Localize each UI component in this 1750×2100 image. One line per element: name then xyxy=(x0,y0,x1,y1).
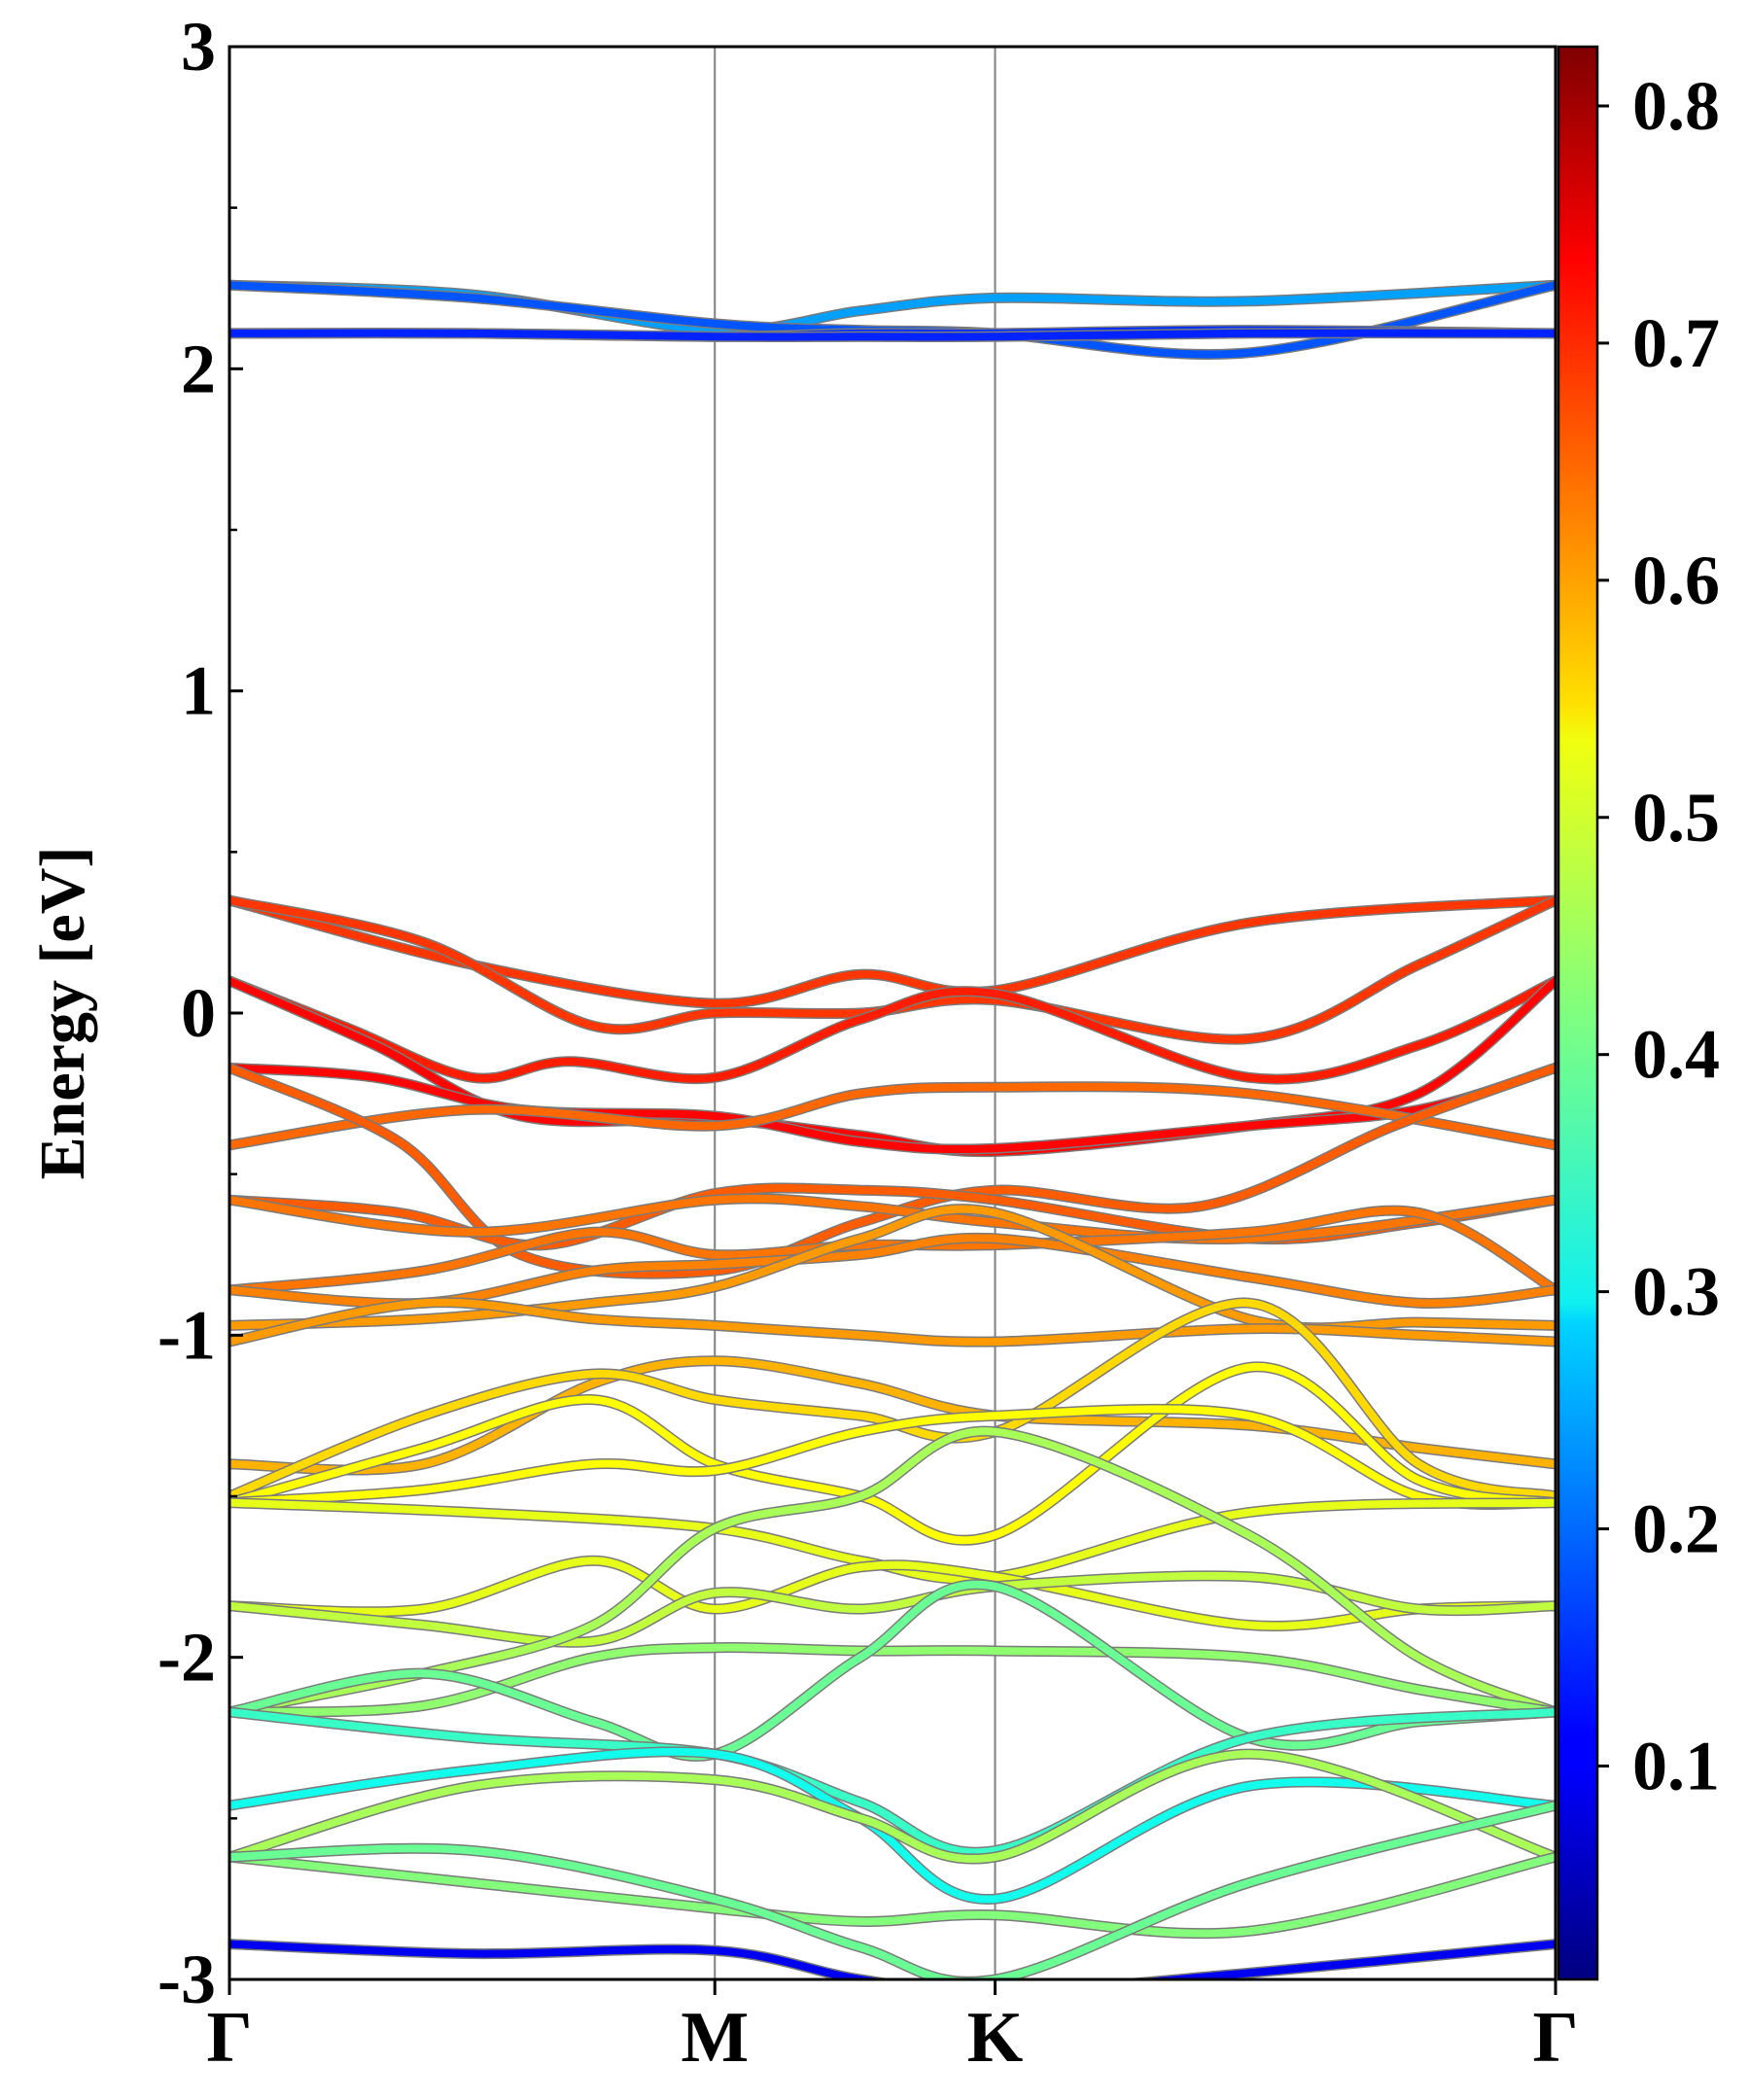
colorbar-tick-label: 0.4 xyxy=(1632,1016,1720,1094)
band-line xyxy=(229,1427,1556,1716)
y-tick-label: -1 xyxy=(158,1296,216,1374)
y-tick-label: 1 xyxy=(181,652,216,730)
y-tick-label: 3 xyxy=(181,8,216,86)
colorbar-tick-label: 0.3 xyxy=(1632,1253,1720,1331)
colorbar-tick-label: 0.5 xyxy=(1632,779,1720,857)
x-tick-label: K xyxy=(967,1998,1024,2078)
x-tick-label: Γ xyxy=(206,1998,252,2078)
x-tick-label: M xyxy=(681,1998,749,2078)
band-line xyxy=(229,1571,1556,1647)
band-line xyxy=(229,1194,1556,1243)
band-line xyxy=(229,1405,1556,1509)
colorbar-tick-label: 0.8 xyxy=(1632,67,1720,145)
band-line xyxy=(229,1708,1556,1857)
colorbar-tick-label: 0.6 xyxy=(1632,542,1720,619)
colorbar-tick-label: 0.1 xyxy=(1632,1727,1720,1804)
band-line xyxy=(229,1750,1556,1863)
band-line xyxy=(229,1356,1556,1475)
band-line xyxy=(229,1643,1556,1716)
band-line xyxy=(229,1363,1556,1545)
band-line xyxy=(229,1299,1556,1500)
colorbar xyxy=(1557,45,1599,1981)
band-line xyxy=(229,1064,1556,1278)
band-line xyxy=(229,1207,1556,1294)
y-tick-label: -2 xyxy=(158,1619,216,1697)
band-line xyxy=(229,896,1556,1044)
band-line xyxy=(229,1853,1556,1938)
band-line xyxy=(229,976,1556,1084)
band-line xyxy=(229,1580,1556,1761)
band-line xyxy=(229,1064,1556,1154)
band-line xyxy=(229,1557,1556,1630)
band-line xyxy=(229,1298,1556,1347)
band-lines xyxy=(229,279,1556,1979)
colorbar-tick-label: 0.2 xyxy=(1632,1490,1720,1568)
x-tick-label: Γ xyxy=(1532,1998,1578,2078)
y-axis-ticks: -3 -2 -1 0 1 2 3 xyxy=(158,8,243,2018)
colorbar-tick-label: 0.7 xyxy=(1632,304,1720,382)
band-line xyxy=(229,329,1556,341)
y-axis-label: Energy [eV] xyxy=(27,847,98,1180)
band-line xyxy=(229,1082,1556,1149)
y-tick-label: 2 xyxy=(181,330,216,407)
colorbar-ticks: 0.1 0.2 0.3 0.4 0.5 0.6 0.7 0.8 xyxy=(1597,67,1720,1804)
y-tick-label: -3 xyxy=(158,1941,216,2018)
band-line xyxy=(229,1940,1556,1979)
band-line xyxy=(229,1802,1556,1979)
y-tick-label: 0 xyxy=(181,974,216,1052)
